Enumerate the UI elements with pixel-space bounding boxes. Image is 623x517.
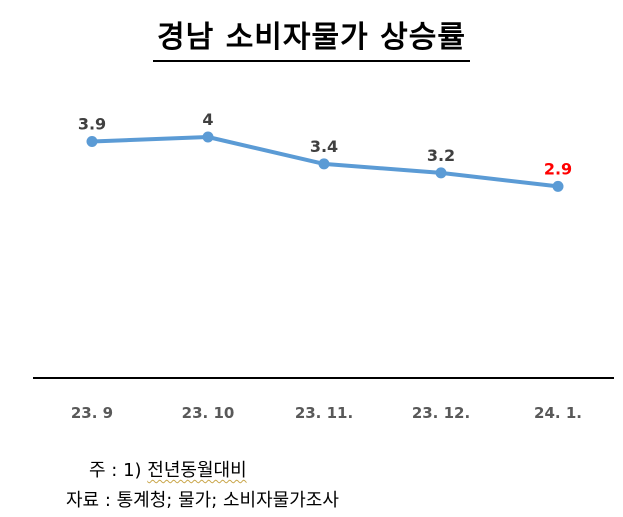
data-point — [435, 167, 447, 179]
chart-title-text: 경남 소비자물가 상승률 — [153, 18, 470, 62]
footnote: 주 : 1) 전년동월대비 — [89, 456, 247, 482]
data-label: 2.9 — [544, 159, 572, 178]
data-point — [552, 180, 564, 192]
x-tick-label: 23. 9 — [71, 404, 113, 422]
chart-title: 경남 소비자물가 상승률 — [0, 18, 623, 62]
x-tick-label: 24. 1. — [534, 404, 582, 422]
data-labels: 3.9 4 3.4 3.2 2.9 — [78, 110, 572, 178]
line-chart: 3.9 43.4 3.22.9 23. 9 23. 10 23. 11. 23. 12. 2… — [33, 110, 614, 422]
footnote-prefix: 주 : 1) — [89, 460, 148, 481]
data-point — [86, 136, 98, 147]
data-point — [202, 131, 214, 143]
data-points — [86, 131, 564, 192]
x-tick-labels: 23. 9 23. 10 23. 11. 23. 12. 24. 1. — [71, 404, 582, 422]
x-tick-label: 23. 12. — [412, 404, 470, 422]
data-label: 3.4 — [310, 137, 338, 156]
data-label: 4 — [202, 110, 213, 129]
data-label: 3.9 — [78, 115, 106, 134]
source-note: 자료 : 통계청; 물가; 소비자물가조사 — [66, 490, 339, 511]
x-tick-label: 23. 10 — [182, 404, 235, 422]
data-point — [318, 158, 330, 170]
data-label: 3.2 — [427, 146, 455, 165]
footnote-text: 전년동월대비 — [147, 460, 247, 481]
x-tick-label: 23. 11. — [295, 404, 353, 422]
